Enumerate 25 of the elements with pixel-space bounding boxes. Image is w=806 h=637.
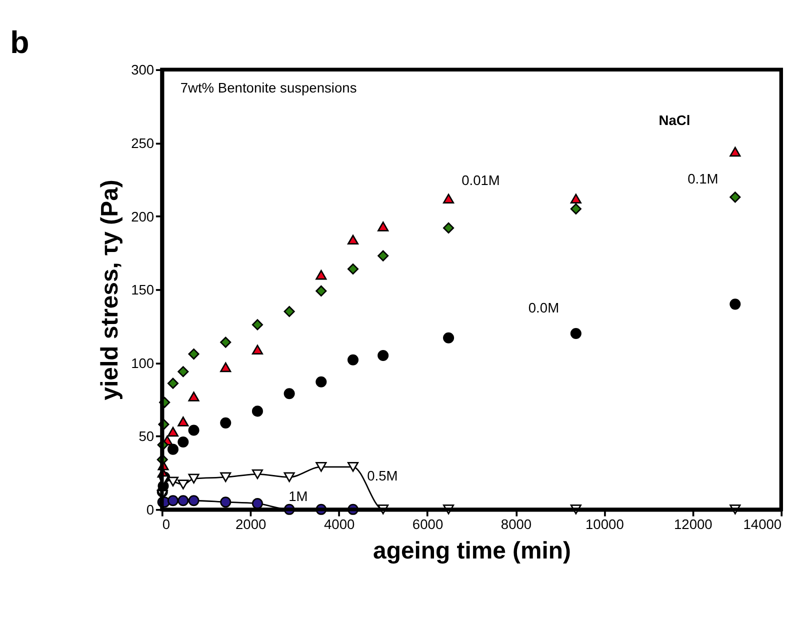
x-tick-label: 14000 <box>743 517 782 532</box>
x-tick-label: 6000 <box>412 517 444 532</box>
series-label: 0.5M <box>367 468 398 484</box>
y-tick-label: 300 <box>131 62 154 78</box>
x-tick-label: 0 <box>162 517 170 532</box>
series-label: 0.01M <box>462 172 500 188</box>
y-tick-label: 250 <box>131 136 154 151</box>
x-axis-title: ageing time (min) <box>373 538 571 565</box>
annotation: NaCl <box>658 112 690 128</box>
series-label: 0.0M <box>528 300 560 316</box>
x-tick-label: 4000 <box>324 517 355 532</box>
chart-title: b <box>10 25 30 60</box>
x-tick-label: 12000 <box>674 517 713 532</box>
x-tick-label: 10000 <box>586 517 624 532</box>
y-tick-label: 50 <box>138 429 154 444</box>
y-tick-label: 0 <box>146 502 154 518</box>
annotation: 7wt% Bentonite suspensions <box>180 80 357 96</box>
y-tick-label: 150 <box>131 282 154 298</box>
series-label: 0.1M <box>688 171 718 186</box>
x-tick-label: 8000 <box>500 517 532 532</box>
series-label: 1M <box>288 489 308 504</box>
y-tick-label: 200 <box>131 209 154 224</box>
y-axis-title: yield stress, τy (Pa) <box>96 180 124 400</box>
x-tick-label: 2000 <box>236 517 267 532</box>
y-tick-label: 100 <box>131 356 154 371</box>
